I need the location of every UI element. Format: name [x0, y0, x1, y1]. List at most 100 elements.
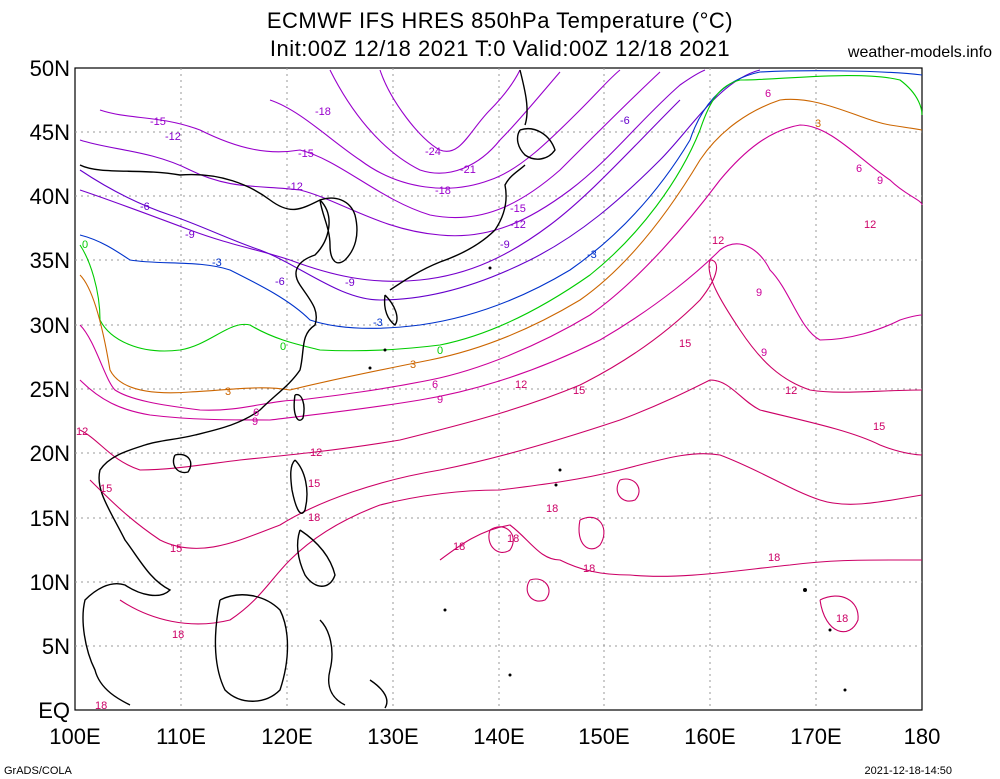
coast-hokkaido [516, 128, 556, 160]
contour-label-minus3: -3 [212, 257, 222, 269]
coast-taiwan [293, 393, 305, 421]
coast-new-guinea [369, 679, 388, 709]
lon-label-120e: 120E [261, 724, 312, 749]
lat-label-10n: 10N [30, 570, 70, 595]
contour-label-plus12: 12 [712, 235, 724, 247]
contour-label-plus9: 9 [756, 287, 762, 299]
contour-label-minus15: -15 [510, 203, 526, 215]
isotherm-minus6 [79, 69, 761, 301]
isotherm-plus18 [119, 453, 923, 625]
isotherm-plus18-loop-e [526, 578, 550, 602]
contour-label-zero: 0 [82, 239, 88, 251]
contour-label-minus9: -9 [500, 239, 510, 251]
contour-label-minus9: -9 [345, 277, 355, 289]
contour-label-plus18: 18 [308, 512, 320, 524]
contour-label-plus18: 18 [583, 563, 595, 575]
contour-label-minus12: -12 [510, 219, 526, 231]
contour-label-plus6: 6 [765, 88, 771, 100]
contour-label-minus15: -15 [150, 116, 166, 128]
contour-label-plus15: 15 [308, 478, 320, 490]
coast-borneo [214, 594, 289, 702]
contour-label-plus15: 15 [573, 385, 585, 397]
contour-label-plus15: 15 [170, 543, 182, 555]
brand-label: weather-models.info [847, 44, 992, 61]
isotherm-plus9 [79, 243, 923, 421]
contour-label-plus9: 9 [252, 416, 258, 428]
lon-label-170e: 170E [790, 724, 841, 749]
contour-label-plus18: 18 [507, 533, 519, 545]
isotherm-minus24 [379, 69, 521, 152]
lat-label-20n: 20N [30, 441, 70, 466]
coast-luzon [290, 459, 308, 514]
contour-label-zero: 0 [437, 345, 443, 357]
contour-label-plus12: 12 [76, 426, 88, 438]
lon-label-110e: 110E [156, 724, 206, 749]
contour-label-plus12: 12 [864, 219, 876, 231]
contour-label-zero: 0 [280, 341, 286, 353]
contour-label-plus12: 12 [310, 447, 322, 459]
lat-label-40n: 40N [30, 184, 70, 209]
chart-title-line2: Init:00Z 12/18 2021 T:0 Valid:00Z 12/18 … [269, 36, 731, 61]
isotherm-minus15 [99, 71, 661, 219]
isotherm-plus18-loop-c [616, 478, 640, 502]
chart-title-line1: ECMWF IFS HRES 850hPa Temperature (°C) [266, 8, 734, 33]
contour-label-plus6: 6 [253, 407, 259, 419]
contour-label-plus18: 18 [768, 552, 780, 564]
contour-label-minus6: -6 [140, 201, 150, 213]
contour-label-plus15: 15 [100, 483, 112, 495]
coast-asia-mainland [79, 164, 330, 706]
contour-label-plus9: 9 [877, 175, 883, 187]
contour-label-minus12: -12 [287, 181, 303, 193]
coastlines [79, 69, 556, 709]
coast-japan-kyushu [383, 294, 398, 326]
lat-label-50n: 50N [30, 56, 70, 81]
coast-sulawesi [319, 619, 346, 706]
longitude-axis: 100E 110E 120E 130E 140E 150E 160E 170E … [49, 724, 940, 749]
lat-label-15n: 15N [30, 506, 70, 531]
isotherm-minus9 [79, 99, 681, 282]
isotherm-plus6 [79, 124, 923, 411]
contour-label-minus18: -18 [315, 106, 331, 118]
lon-label-140e: 140E [473, 724, 524, 749]
contour-label-plus15: 15 [679, 338, 691, 350]
contour-label-plus3: 3 [225, 386, 231, 398]
isotherms [79, 69, 923, 633]
lat-label-30n: 30N [30, 313, 70, 338]
isotherm-plus18-loop-b [488, 526, 514, 553]
lon-label-100e: 100E [49, 724, 100, 749]
lat-label-25n: 25N [30, 377, 70, 402]
contour-label-minus3: -3 [373, 317, 383, 329]
contour-label-minus18: -18 [435, 185, 451, 197]
lat-label-eq: EQ [38, 698, 70, 723]
isotherm-zero [79, 75, 923, 352]
contour-label-plus9: 9 [761, 347, 767, 359]
isotherm-plus18-south [439, 524, 922, 577]
lat-label-35n: 35N [30, 248, 70, 273]
contour-label-minus9: -9 [185, 229, 195, 241]
contour-label-minus21: -21 [460, 164, 476, 176]
contour-label-minus6: -6 [275, 276, 285, 288]
lon-label-160e: 160E [684, 724, 735, 749]
lon-label-150e: 150E [578, 724, 629, 749]
isotherm-plus3 [79, 98, 923, 394]
coast-korea [319, 197, 358, 264]
small-islands [368, 266, 847, 692]
contour-label-minus24: -24 [425, 146, 441, 158]
contour-label-plus6: 6 [432, 379, 438, 391]
isotherm-plus12 [79, 259, 923, 471]
coast-sakhalin [519, 69, 528, 126]
coast-hainan [172, 453, 192, 474]
isotherm-plus18-loop-a [578, 517, 605, 550]
contour-label-plus15: 15 [873, 421, 885, 433]
isotherm-minus18 [269, 69, 621, 189]
contour-label-plus3: 3 [410, 359, 416, 371]
contour-labels: -24 -21 -18 -18 -15 -15 -15 -12 -12 -12 … [76, 88, 885, 712]
coast-philippines-south [296, 529, 336, 587]
latitude-axis: 50N 45N 40N 35N 30N 25N 20N 15N 10N 5N E… [30, 56, 70, 723]
contour-label-plus18: 18 [546, 503, 558, 515]
isotherm-minus3 [79, 70, 923, 329]
contour-label-minus12: -12 [165, 131, 181, 143]
contour-label-plus18: 18 [172, 629, 184, 641]
footer-software-credit: GrADS/COLA [4, 765, 72, 777]
